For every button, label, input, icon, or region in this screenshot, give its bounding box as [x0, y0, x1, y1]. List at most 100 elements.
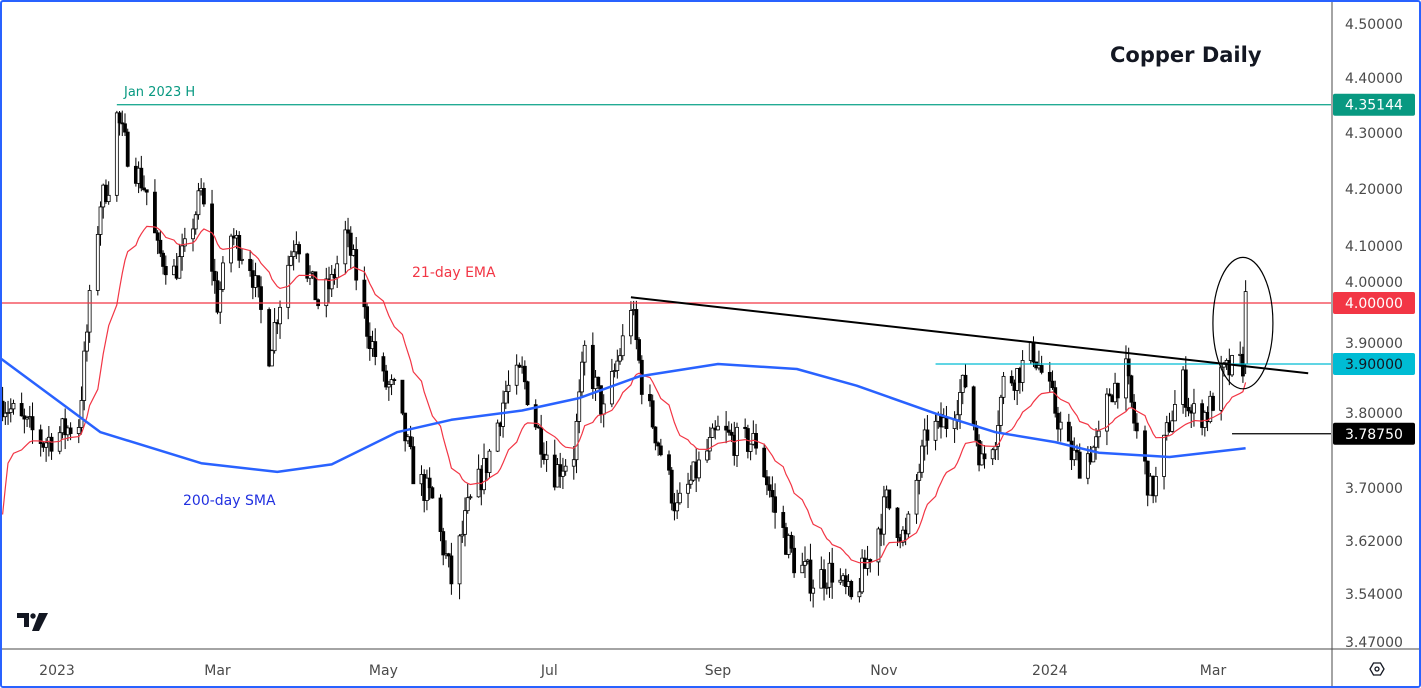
candle-down: [669, 469, 674, 504]
price-marker-1: [1333, 292, 1415, 314]
candle-down: [767, 484, 772, 491]
candle-down: [1077, 451, 1082, 479]
candle-up: [574, 421, 579, 461]
candle-down: [590, 344, 595, 390]
candle-down: [153, 191, 157, 234]
candle-up: [82, 350, 87, 401]
candle-up: [329, 274, 334, 290]
candle-down: [2, 400, 5, 418]
candle-down: [1047, 371, 1052, 382]
candle-up: [106, 194, 111, 203]
candle-up: [803, 561, 807, 566]
candle-up: [979, 453, 984, 466]
candle-up: [468, 496, 473, 499]
candle-down: [408, 436, 413, 447]
candle-up: [269, 350, 274, 367]
candle-down: [346, 229, 350, 234]
candle-up: [629, 310, 633, 337]
candle-down: [38, 429, 43, 445]
price-marker-3: [1333, 422, 1415, 445]
price-marker-label: 4.00000: [1345, 296, 1403, 312]
candle-up: [707, 437, 712, 452]
settings-icon[interactable]: [1369, 662, 1385, 676]
candle-up: [76, 427, 81, 434]
candle-down: [650, 400, 655, 428]
candle-up: [1091, 446, 1096, 463]
candle-down: [925, 429, 930, 441]
candle-down: [525, 381, 530, 406]
candle-up: [289, 256, 293, 266]
candle-up: [920, 445, 924, 473]
candle-down: [773, 496, 777, 513]
candle-down: [762, 447, 767, 478]
candle-down: [117, 112, 122, 124]
candle-down: [599, 385, 603, 415]
candle-up: [697, 459, 701, 479]
highlight-ellipse: [1212, 256, 1274, 390]
candle-up: [1170, 420, 1175, 432]
candle-up: [180, 245, 185, 258]
x-tick-label: May: [369, 663, 398, 679]
candle-down: [982, 453, 987, 460]
candle-down: [765, 476, 769, 486]
candle-down: [354, 249, 359, 281]
candle-down: [441, 531, 446, 556]
candle-down: [944, 417, 949, 429]
candle-up: [577, 391, 582, 422]
candle-down: [155, 232, 160, 241]
candle-down: [522, 365, 527, 383]
candle-up: [917, 471, 922, 481]
candle-down: [1132, 401, 1137, 424]
candle-up: [272, 322, 277, 352]
candle-up: [291, 251, 296, 257]
candle-down: [438, 497, 443, 532]
candle-down: [1129, 375, 1134, 403]
candle-down: [348, 232, 353, 256]
candle-down: [770, 490, 775, 498]
candle-up: [677, 492, 682, 504]
candle-down: [822, 569, 826, 589]
x-tick-label: Mar: [204, 663, 231, 679]
candle-down: [558, 464, 563, 477]
candle-up: [389, 379, 394, 385]
candle-up: [465, 497, 470, 512]
candle-down: [427, 477, 432, 489]
candle-up: [998, 396, 1003, 426]
candle-up: [990, 449, 995, 460]
candle-down: [596, 376, 601, 387]
candle-down: [1107, 393, 1112, 397]
chart-title: Copper Daily: [1110, 43, 1262, 67]
candle-down: [259, 286, 263, 310]
candle-down: [724, 425, 729, 431]
candle-down: [430, 487, 435, 499]
y-tick-label: 4.10000: [1345, 239, 1403, 255]
candle-up: [460, 533, 465, 537]
candle-up: [933, 420, 938, 441]
candle-up: [495, 422, 500, 452]
candle-up: [3, 412, 8, 418]
settings-icon-hex: [1369, 662, 1385, 676]
candle-up: [563, 465, 568, 472]
candle-down: [305, 253, 310, 279]
candle-down: [201, 187, 206, 205]
candle-up: [182, 238, 187, 247]
candle-up: [1020, 360, 1025, 383]
candle-down: [120, 122, 125, 125]
candle-down: [726, 429, 731, 433]
candle-up: [748, 443, 753, 452]
x-tick-label: Nov: [870, 663, 897, 679]
candle-up: [1192, 403, 1196, 414]
tradingview-logo[interactable]: [17, 613, 48, 631]
candle-up: [561, 470, 565, 477]
candle-up: [1058, 421, 1063, 430]
candle-down: [210, 203, 214, 272]
candle-down: [381, 356, 386, 372]
candle-down: [400, 379, 405, 414]
candle-up: [503, 391, 508, 404]
trendline: [630, 296, 1309, 375]
y-tick-label: 4.20000: [1345, 182, 1403, 198]
candle-up: [716, 425, 720, 431]
candle-down: [1034, 361, 1039, 369]
